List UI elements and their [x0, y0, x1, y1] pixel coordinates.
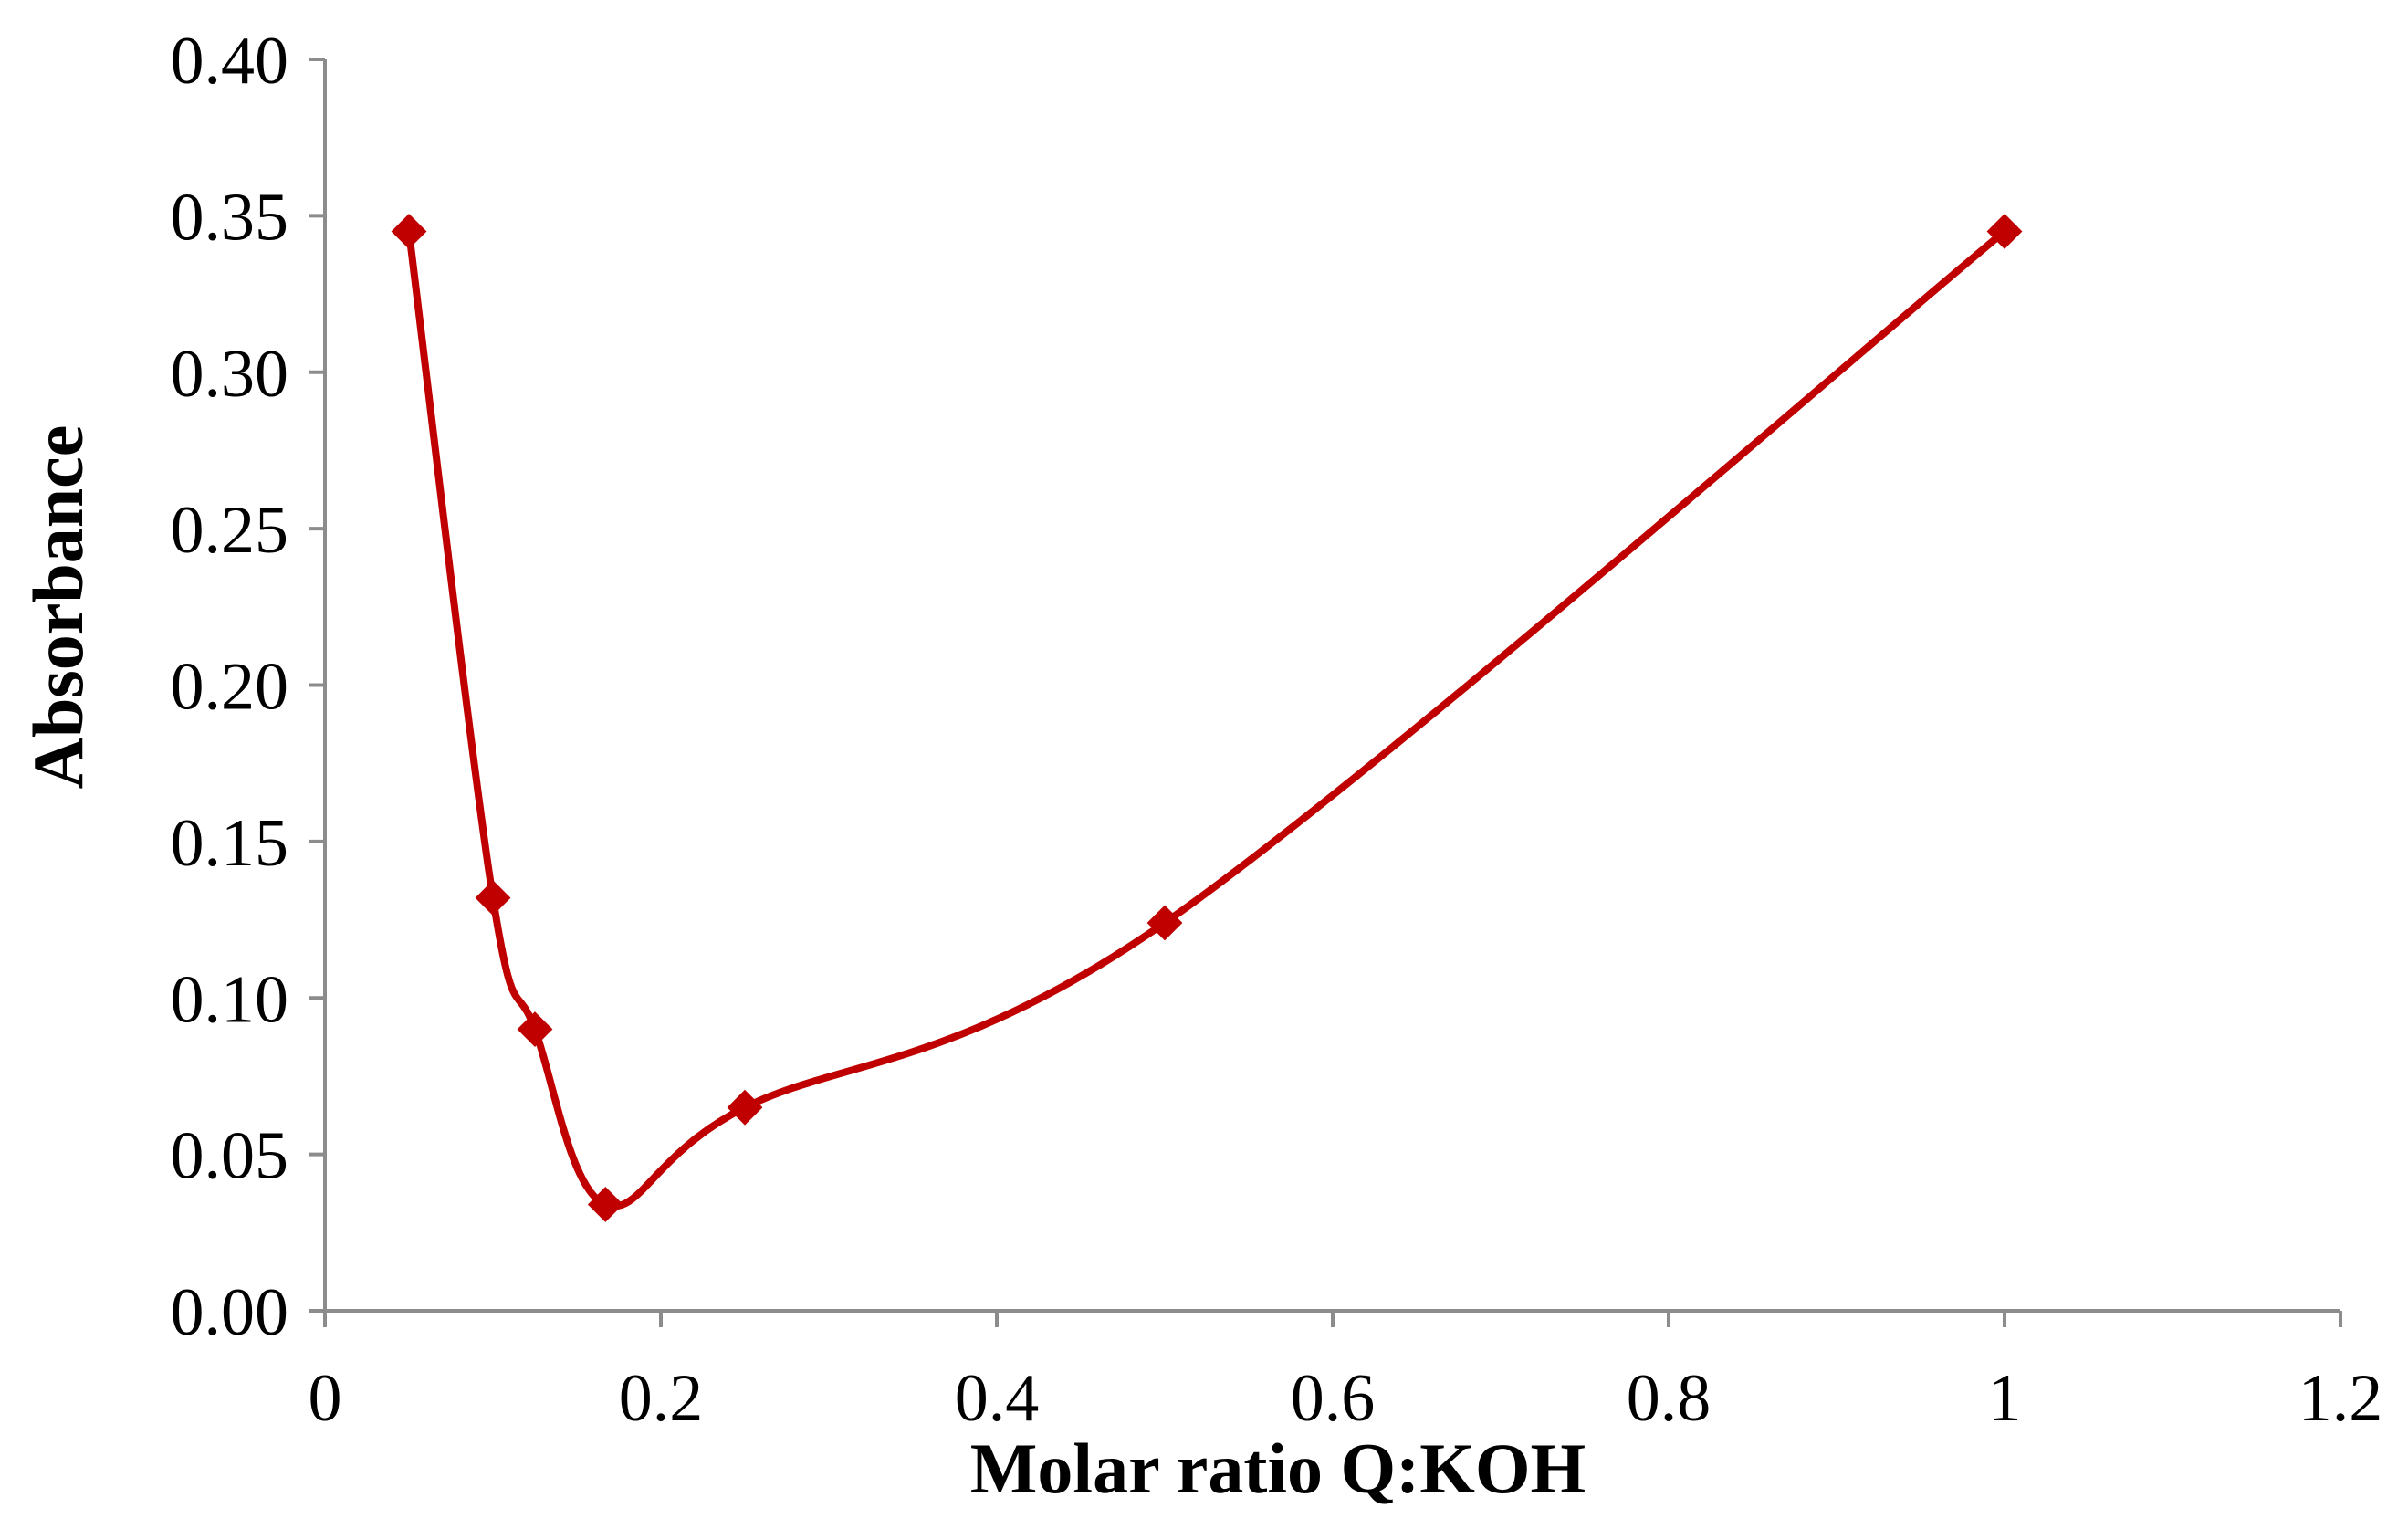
data-point-marker	[727, 1089, 763, 1126]
y-tick-label: 0.15	[171, 806, 289, 881]
data-point-marker	[475, 880, 511, 916]
y-tick-label: 0.40	[171, 24, 289, 99]
data-point-marker	[1146, 905, 1183, 941]
data-point-marker	[1986, 214, 2023, 249]
y-tick-label: 0.30	[171, 337, 289, 412]
y-tick-label: 0.35	[171, 180, 289, 255]
y-tick-label: 0.25	[171, 493, 289, 568]
x-tick-label: 0.4	[955, 1361, 1040, 1436]
y-tick-label: 0.10	[171, 962, 289, 1037]
plot-area: 0.00 0.05 0.10 0.15 0.20 0.25 0.30 0.35 0.40 0 0.…	[171, 24, 2383, 1436]
x-tick-label: 0.8	[1627, 1361, 1712, 1436]
data-point-marker	[391, 214, 427, 249]
y-tick-label: 0.05	[171, 1119, 289, 1194]
series-line	[405, 227, 2008, 1210]
y-tick-label: 0.00	[171, 1275, 289, 1350]
y-ticks: 0.00 0.05 0.10 0.15 0.20 0.25 0.30 0.35 0.40	[171, 24, 325, 1350]
x-tick-label: 0.6	[1291, 1361, 1376, 1436]
x-tick-label: 1.2	[2298, 1361, 2383, 1436]
series-group	[391, 214, 2023, 1222]
x-ticks: 0 0.2 0.4 0.6 0.8 1 1.2	[309, 1311, 2383, 1436]
x-axis-title: Molar ratio Q:KOH	[970, 1429, 1586, 1508]
data-point-marker	[587, 1187, 623, 1222]
x-tick-label: 0.2	[619, 1361, 704, 1436]
y-tick-label: 0.20	[171, 650, 289, 725]
x-tick-label: 1	[1988, 1361, 2022, 1436]
data-point-marker	[517, 1011, 553, 1047]
x-tick-label: 0	[309, 1361, 342, 1436]
y-axis-title: Absorbance	[18, 425, 98, 790]
